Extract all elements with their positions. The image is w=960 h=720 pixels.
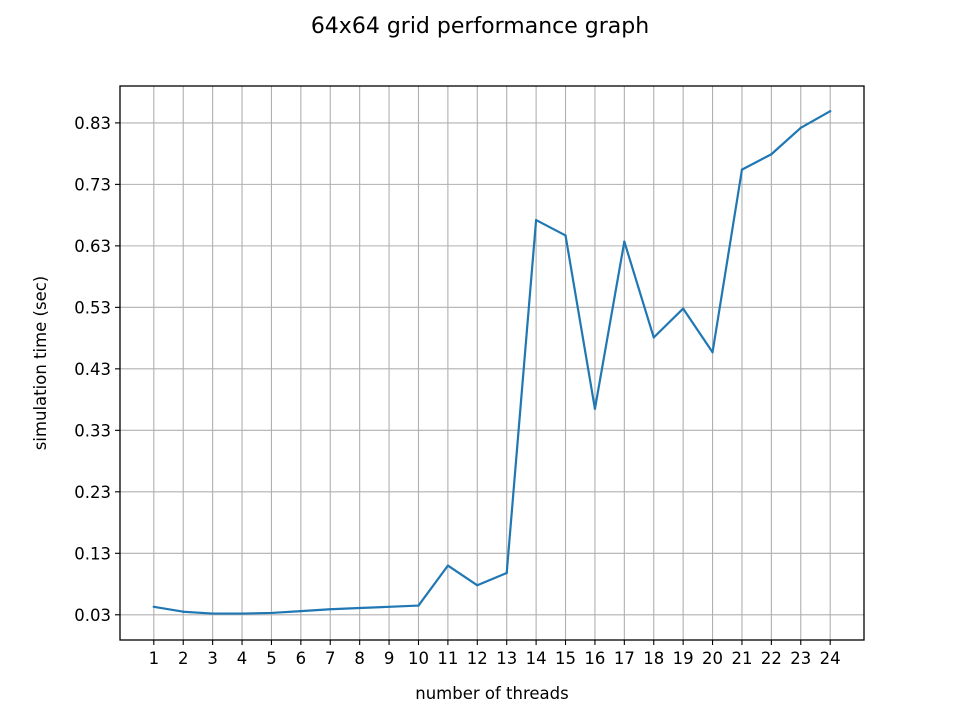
data-point [593,407,597,410]
data-point [770,153,773,156]
x-tick-label: 2 [178,649,189,668]
x-tick-label: 9 [384,649,395,668]
data-point [829,110,832,113]
x-tick-label: 10 [408,649,429,668]
y-tick-label: 0.63 [74,237,111,256]
x-tick-label: 3 [207,649,218,668]
ticks: 1 2 3 4 5 6 7 8 9 10 11 12 13 14 15 16 17 18 19 20 21 22 23 240… [74,114,840,668]
y-tick-label: 0.13 [74,544,111,563]
x-tick-label: 21 [731,649,752,668]
data-point [211,612,214,615]
x-tick-label: 11 [437,649,458,668]
y-tick-label: 0.43 [74,360,111,379]
x-tick-label: 16 [584,649,605,668]
x-tick-label: 22 [761,649,782,668]
data-point [564,234,567,237]
x-tick-label: 1 [149,649,160,668]
y-tick-label: 0.73 [74,175,111,194]
data-point [740,168,744,171]
data-point [476,584,479,587]
data-point [299,610,302,613]
data-point [623,240,626,243]
x-tick-label: 24 [820,649,841,668]
x-tick-label: 4 [237,649,248,668]
x-tick-label: 5 [266,649,277,668]
x-tick-label: 8 [354,649,365,668]
data-point [152,605,155,608]
data-point [240,612,244,615]
data-point [329,608,332,611]
data-point [652,336,655,339]
data-point [358,606,361,610]
y-tick-label: 0.03 [74,606,111,625]
x-tick-label: 19 [673,649,694,668]
y-tick-label: 0.53 [74,298,111,317]
series-layer [152,110,832,615]
x-tick-label: 7 [325,649,336,668]
series-line [152,110,832,615]
data-point [387,605,391,608]
data-point [270,611,273,615]
x-tick-label: 12 [467,649,488,668]
x-tick-label: 18 [643,649,664,668]
chart-title: 64x64 grid performance graph [311,14,649,39]
plot-frame [119,85,865,641]
data-point [535,218,538,222]
x-tick-label: 14 [526,649,547,668]
y-tick-label: 0.33 [74,421,111,440]
x-tick-label: 17 [614,649,635,668]
data-point [682,307,685,310]
y-axis-label: simulation time (sec) [31,276,50,450]
x-tick-label: 23 [790,649,811,668]
x-tick-label: 20 [702,649,723,668]
y-tick-label: 0.83 [74,114,111,133]
grid [120,86,864,640]
y-tick-label: 0.23 [74,483,111,502]
data-point [799,126,802,129]
x-tick-label: 6 [296,649,307,668]
data-point [182,610,185,613]
x-tick-label: 15 [555,649,576,668]
data-point [446,564,449,567]
data-point [711,351,714,354]
x-tick-label: 13 [496,649,517,668]
x-axis-label: number of threads [415,684,568,703]
data-point [417,604,420,607]
data-point [505,571,508,575]
